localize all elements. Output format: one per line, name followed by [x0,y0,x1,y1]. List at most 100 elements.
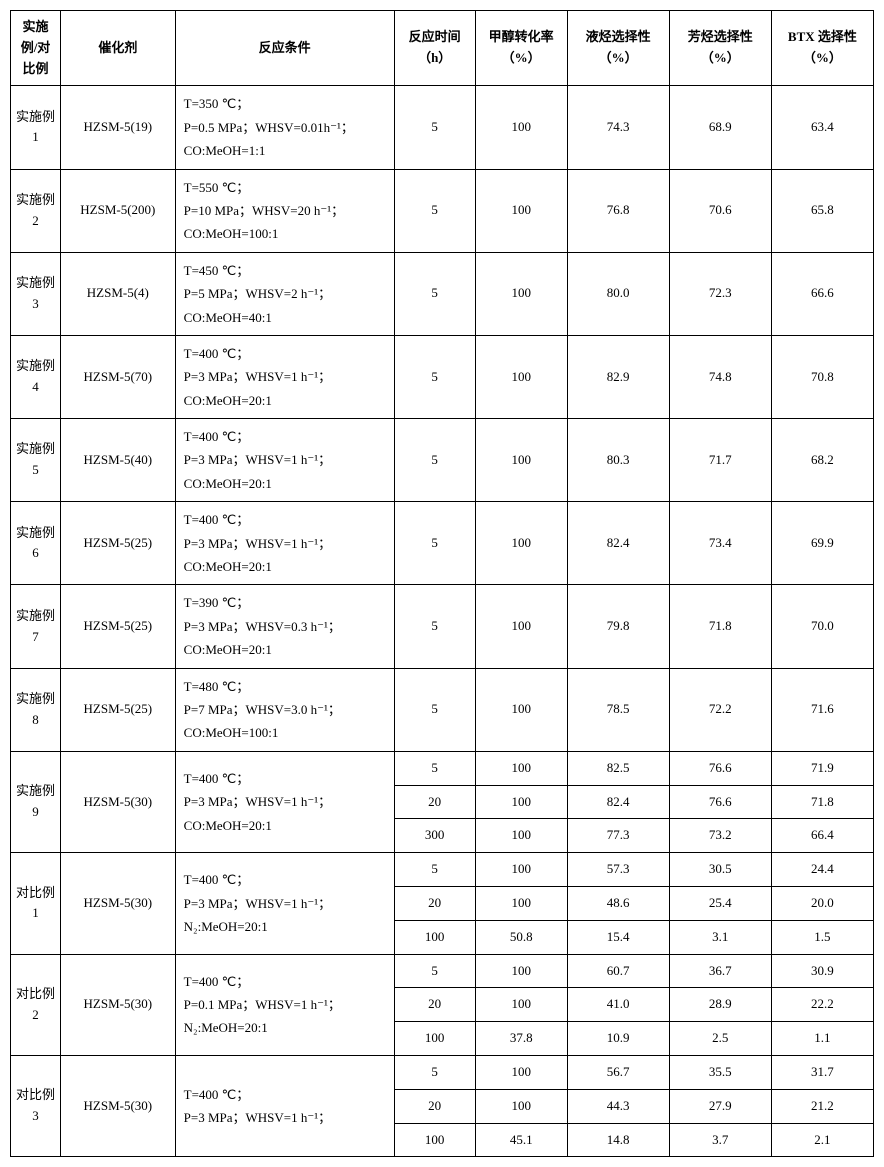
cell-aromatic: 30.5 [669,853,771,887]
table-row: 对比例 3HZSM-5(30)T=400 ℃；P=3 MPa；WHSV=1 h⁻… [11,1055,874,1089]
cell-time: 20 [394,785,475,819]
cell-conversion: 45.1 [475,1123,567,1157]
cell-time: 5 [394,419,475,502]
cell-btx: 70.8 [771,335,873,418]
cell-btx: 21.2 [771,1089,873,1123]
cell-conversion: 100 [475,668,567,751]
cell-condition: T=400 ℃；P=3 MPa；WHSV=1 h⁻¹；CO:MeOH=20:1 [175,335,394,418]
cell-catalyst: HZSM-5(4) [61,252,176,335]
cell-conversion: 100 [475,86,567,169]
cell-aromatic: 76.6 [669,751,771,785]
cell-time: 100 [394,1123,475,1157]
table-row: 实施例 9HZSM-5(30)T=400 ℃；P=3 MPa；WHSV=1 h⁻… [11,751,874,785]
cell-btx: 68.2 [771,419,873,502]
cell-aromatic: 76.6 [669,785,771,819]
cell-aromatic: 25.4 [669,886,771,920]
cell-aromatic: 35.5 [669,1055,771,1089]
cell-conversion: 100 [475,853,567,887]
cell-liquid: 10.9 [567,1022,669,1056]
cell-catalyst: HZSM-5(30) [61,853,176,954]
cell-conversion: 100 [475,1089,567,1123]
table-row: 实施例 4HZSM-5(70)T=400 ℃；P=3 MPa；WHSV=1 h⁻… [11,335,874,418]
table-row: 实施例 5HZSM-5(40)T=400 ℃；P=3 MPa；WHSV=1 h⁻… [11,419,874,502]
cell-liquid: 48.6 [567,886,669,920]
cell-conversion: 100 [475,954,567,988]
cell-conversion: 100 [475,252,567,335]
cell-btx: 31.7 [771,1055,873,1089]
cell-aromatic: 27.9 [669,1089,771,1123]
cell-aromatic: 2.5 [669,1022,771,1056]
cell-btx: 1.1 [771,1022,873,1056]
cell-btx: 2.1 [771,1123,873,1157]
th-condition: 反应条件 [175,11,394,86]
cell-condition: T=400 ℃；P=3 MPa；WHSV=1 h⁻¹；N₂:MeOH=20:1 [175,853,394,954]
cell-id: 实施例 8 [11,668,61,751]
cell-btx: 69.9 [771,502,873,585]
th-id: 实施例/对比例 [11,11,61,86]
cell-condition: T=400 ℃；P=3 MPa；WHSV=1 h⁻¹；CO:MeOH=20:1 [175,502,394,585]
cell-liquid: 41.0 [567,988,669,1022]
cell-time: 5 [394,169,475,252]
cell-id: 对比例 3 [11,1055,61,1156]
th-time: 反应时间（h） [394,11,475,86]
cell-catalyst: HZSM-5(40) [61,419,176,502]
cell-time: 300 [394,819,475,853]
th-btx: BTX 选择性（%） [771,11,873,86]
cell-liquid: 78.5 [567,668,669,751]
cell-btx: 65.8 [771,169,873,252]
cell-condition: T=550 ℃；P=10 MPa；WHSV=20 h⁻¹；CO:MeOH=100… [175,169,394,252]
th-catalyst: 催化剂 [61,11,176,86]
table-row: 实施例 3HZSM-5(4)T=450 ℃；P=5 MPa；WHSV=2 h⁻¹… [11,252,874,335]
cell-btx: 70.0 [771,585,873,668]
cell-id: 实施例 1 [11,86,61,169]
cell-time: 5 [394,751,475,785]
cell-conversion: 100 [475,988,567,1022]
cell-conversion: 100 [475,169,567,252]
cell-time: 20 [394,886,475,920]
cell-time: 5 [394,668,475,751]
cell-condition: T=350 ℃；P=0.5 MPa；WHSV=0.01h⁻¹；CO:MeOH=1… [175,86,394,169]
cell-aromatic: 72.3 [669,252,771,335]
cell-btx: 63.4 [771,86,873,169]
table-header: 实施例/对比例 催化剂 反应条件 反应时间（h） 甲醇转化率（%） 液烃选择性（… [11,11,874,86]
cell-catalyst: HZSM-5(30) [61,751,176,852]
cell-conversion: 100 [475,819,567,853]
cell-btx: 22.2 [771,988,873,1022]
table-row: 实施例 6HZSM-5(25)T=400 ℃；P=3 MPa；WHSV=1 h⁻… [11,502,874,585]
cell-id: 实施例 4 [11,335,61,418]
cell-time: 100 [394,920,475,954]
data-table: 实施例/对比例 催化剂 反应条件 反应时间（h） 甲醇转化率（%） 液烃选择性（… [10,10,874,1157]
cell-btx: 30.9 [771,954,873,988]
cell-catalyst: HZSM-5(30) [61,954,176,1055]
cell-aromatic: 71.7 [669,419,771,502]
cell-liquid: 79.8 [567,585,669,668]
th-liq: 液烃选择性（%） [567,11,669,86]
cell-catalyst: HZSM-5(70) [61,335,176,418]
cell-liquid: 82.4 [567,502,669,585]
cell-conversion: 50.8 [475,920,567,954]
table-row: 对比例 1HZSM-5(30)T=400 ℃；P=3 MPa；WHSV=1 h⁻… [11,853,874,887]
cell-id: 实施例 2 [11,169,61,252]
cell-catalyst: HZSM-5(200) [61,169,176,252]
cell-time: 20 [394,988,475,1022]
cell-aromatic: 68.9 [669,86,771,169]
cell-catalyst: HZSM-5(25) [61,668,176,751]
cell-btx: 66.6 [771,252,873,335]
cell-id: 实施例 9 [11,751,61,852]
cell-liquid: 80.3 [567,419,669,502]
cell-conversion: 100 [475,335,567,418]
cell-condition: T=400 ℃；P=0.1 MPa；WHSV=1 h⁻¹；N₂:MeOH=20:… [175,954,394,1055]
cell-id: 实施例 6 [11,502,61,585]
cell-condition: T=450 ℃；P=5 MPa；WHSV=2 h⁻¹；CO:MeOH=40:1 [175,252,394,335]
cell-time: 100 [394,1022,475,1056]
cell-time: 5 [394,1055,475,1089]
cell-aromatic: 3.1 [669,920,771,954]
th-conv: 甲醇转化率（%） [475,11,567,86]
cell-time: 5 [394,86,475,169]
table-row: 实施例 1HZSM-5(19)T=350 ℃；P=0.5 MPa；WHSV=0.… [11,86,874,169]
cell-catalyst: HZSM-5(25) [61,502,176,585]
table-row: 实施例 2HZSM-5(200)T=550 ℃；P=10 MPa；WHSV=20… [11,169,874,252]
cell-time: 20 [394,1089,475,1123]
cell-conversion: 37.8 [475,1022,567,1056]
cell-aromatic: 73.4 [669,502,771,585]
